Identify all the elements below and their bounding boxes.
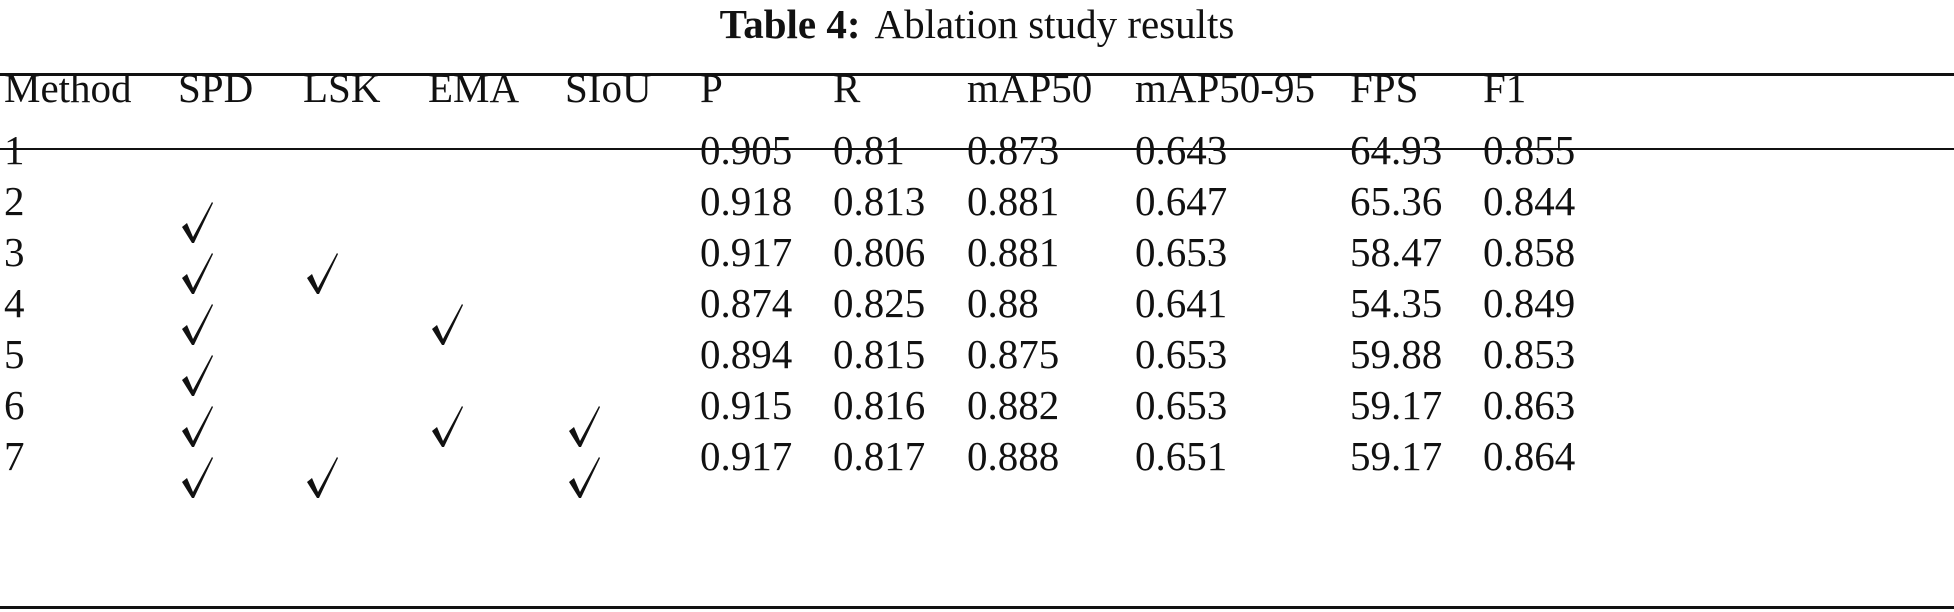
column-header-lsk: LSK bbox=[303, 65, 381, 111]
cell-r: 0.806 bbox=[833, 229, 926, 275]
cell-map50: 0.888 bbox=[967, 433, 1060, 479]
cell-method: 6 bbox=[4, 382, 25, 428]
check-mark-icon bbox=[182, 202, 213, 243]
cell-f1: 0.844 bbox=[1483, 178, 1576, 224]
column-header-map50: mAP50 bbox=[967, 65, 1093, 111]
cell-map50-95: 0.641 bbox=[1135, 280, 1228, 326]
cell-r: 0.817 bbox=[833, 433, 926, 479]
cell-map50: 0.873 bbox=[967, 127, 1060, 173]
cell-r: 0.825 bbox=[833, 280, 926, 326]
cell-fps: 64.93 bbox=[1350, 127, 1443, 173]
cell-map50: 0.882 bbox=[967, 382, 1060, 428]
check-mark-icon bbox=[307, 457, 338, 498]
cell-method: 7 bbox=[4, 433, 25, 479]
cell-map50-95: 0.643 bbox=[1135, 127, 1228, 173]
table-caption: Table 4: Ablation study results bbox=[0, 0, 1954, 48]
column-header-f1: F1 bbox=[1483, 65, 1527, 111]
cell-f1: 0.853 bbox=[1483, 331, 1576, 377]
cell-method: 3 bbox=[4, 229, 25, 275]
table-bottom-rule bbox=[0, 606, 1954, 609]
check-mark-icon bbox=[182, 304, 213, 345]
check-mark-icon bbox=[182, 355, 213, 396]
cell-f1: 0.858 bbox=[1483, 229, 1576, 275]
column-header-spd: SPD bbox=[178, 65, 254, 111]
cell-fps: 65.36 bbox=[1350, 178, 1443, 224]
column-header-p: P bbox=[700, 65, 723, 111]
cell-p: 0.874 bbox=[700, 280, 793, 326]
column-header-map50-95: mAP50-95 bbox=[1135, 65, 1315, 111]
cell-method: 4 bbox=[4, 280, 25, 326]
cell-f1: 0.855 bbox=[1483, 127, 1576, 173]
cell-p: 0.918 bbox=[700, 178, 793, 224]
cell-method: 1 bbox=[4, 127, 25, 173]
cell-fps: 54.35 bbox=[1350, 280, 1443, 326]
cell-f1: 0.849 bbox=[1483, 280, 1576, 326]
column-header-r: R bbox=[833, 65, 861, 111]
column-header-method: Method bbox=[4, 65, 132, 111]
cell-p: 0.905 bbox=[700, 127, 793, 173]
table-caption-text: Ablation study results bbox=[874, 1, 1235, 47]
cell-fps: 59.88 bbox=[1350, 331, 1443, 377]
check-mark-icon bbox=[432, 406, 463, 447]
cell-map50: 0.875 bbox=[967, 331, 1060, 377]
cell-fps: 58.47 bbox=[1350, 229, 1443, 275]
check-mark-icon bbox=[182, 253, 213, 294]
cell-f1: 0.864 bbox=[1483, 433, 1576, 479]
cell-map50: 0.88 bbox=[967, 280, 1039, 326]
cell-p: 0.915 bbox=[700, 382, 793, 428]
cell-r: 0.815 bbox=[833, 331, 926, 377]
cell-map50-95: 0.653 bbox=[1135, 382, 1228, 428]
cell-fps: 59.17 bbox=[1350, 433, 1443, 479]
column-header-ema: EMA bbox=[428, 65, 520, 111]
check-mark-icon bbox=[432, 304, 463, 345]
check-mark-icon bbox=[182, 457, 213, 498]
cell-p: 0.917 bbox=[700, 433, 793, 479]
cell-map50: 0.881 bbox=[967, 178, 1060, 224]
cell-map50: 0.881 bbox=[967, 229, 1060, 275]
cell-f1: 0.863 bbox=[1483, 382, 1576, 428]
cell-p: 0.917 bbox=[700, 229, 793, 275]
cell-map50-95: 0.653 bbox=[1135, 331, 1228, 377]
cell-r: 0.813 bbox=[833, 178, 926, 224]
table-header-rule bbox=[0, 148, 1954, 150]
cell-p: 0.894 bbox=[700, 331, 793, 377]
check-mark-icon bbox=[569, 457, 600, 498]
cell-r: 0.816 bbox=[833, 382, 926, 428]
column-header-fps: FPS bbox=[1350, 65, 1419, 111]
cell-method: 5 bbox=[4, 331, 25, 377]
cell-map50-95: 0.653 bbox=[1135, 229, 1228, 275]
table-top-rule bbox=[0, 73, 1954, 76]
cell-r: 0.81 bbox=[833, 127, 905, 173]
check-mark-icon bbox=[569, 406, 600, 447]
cell-method: 2 bbox=[4, 178, 25, 224]
check-mark-icon bbox=[307, 253, 338, 294]
column-header-siou: SIoU bbox=[565, 65, 652, 111]
cell-map50-95: 0.647 bbox=[1135, 178, 1228, 224]
table-caption-label: Table 4: bbox=[719, 1, 861, 47]
check-mark-icon bbox=[182, 406, 213, 447]
cell-fps: 59.17 bbox=[1350, 382, 1443, 428]
cell-map50-95: 0.651 bbox=[1135, 433, 1228, 479]
